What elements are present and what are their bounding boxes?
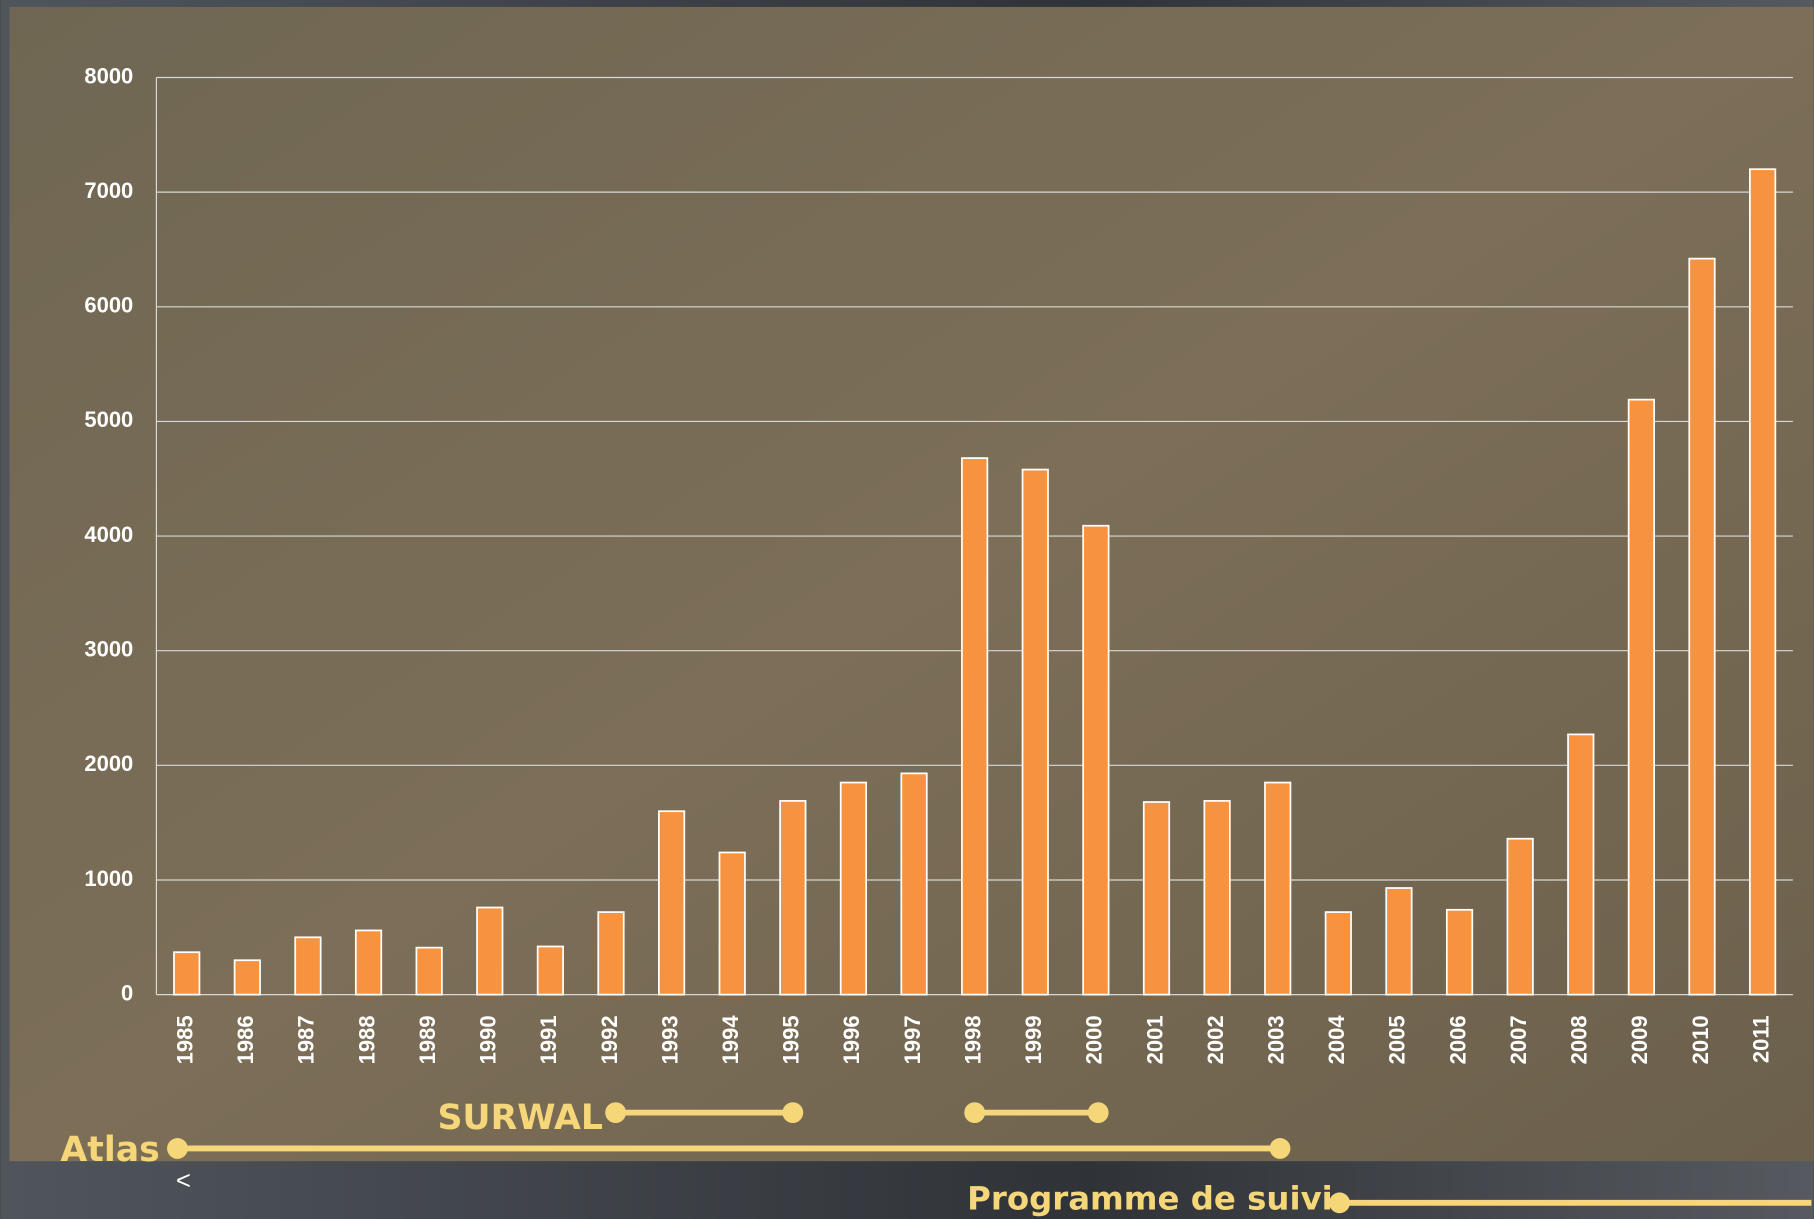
timeline-dot [1329,1192,1350,1214]
x-tick-label: 2000 [1082,1015,1107,1064]
y-tick-label: 5000 [84,407,133,432]
bar [718,851,746,996]
x-tick-label: 1994 [718,1015,743,1065]
timeline-dot [167,1138,188,1159]
y-tick-label: 4000 [84,522,133,547]
timeline-dot [964,1102,986,1124]
bar [233,959,261,996]
bar [1264,781,1292,996]
timeline-dot [1087,1102,1109,1124]
y-tick-label: 3000 [84,636,133,661]
bar [294,936,322,996]
bar [1749,168,1777,996]
bar [1567,733,1595,996]
x-tick-label: 1987 [294,1015,319,1064]
x-tick-label: 1995 [779,1015,804,1064]
bar [1688,257,1716,996]
bar [1445,908,1474,996]
x-tick-label: 1997 [900,1015,925,1064]
x-tick-label: 1998 [960,1015,985,1064]
x-tick-label: 2002 [1203,1015,1228,1064]
x-tick-label: 2009 [1627,1015,1652,1064]
x-tick-label: 1991 [536,1015,561,1064]
bar [354,929,383,996]
bar [779,800,807,996]
annotation: Programme de suivi [967,1180,1333,1218]
bar [476,906,504,996]
y-tick-label: 1000 [84,866,133,891]
x-tick-label: 2011 [1748,1015,1773,1063]
x-tick-label: 2010 [1688,1015,1713,1064]
y-tick-label: 0 [121,980,133,1005]
x-tick-label: 1993 [657,1015,682,1064]
y-tick-label: 2000 [84,751,133,776]
x-tick-label: 2007 [1506,1015,1531,1064]
annotation: SURWAL [437,1098,603,1138]
bar [173,951,201,996]
x-tick-label: 2001 [1142,1015,1167,1064]
x-tick-label: 1996 [839,1015,864,1064]
annotation: < [176,1167,191,1195]
bar [900,772,928,996]
timeline-dot [782,1102,804,1124]
y-tick-label: 6000 [84,293,133,318]
bar [1324,911,1352,996]
bar [1385,887,1413,996]
x-tick-label: 1986 [233,1015,258,1064]
x-tick-label: 1985 [173,1015,198,1064]
bar [839,781,868,996]
bar [536,945,564,996]
x-tick-label: 1999 [1021,1015,1046,1064]
bar [961,457,989,996]
x-tick-label: 1989 [415,1015,440,1064]
bar [1506,837,1534,996]
x-tick-label: 1988 [354,1015,379,1064]
annotation: Atlas [60,1130,159,1170]
y-tick-label: 8000 [84,63,133,88]
timeline-dot [1269,1138,1291,1159]
bar [1627,398,1655,996]
x-tick-label: 2003 [1264,1015,1289,1064]
x-tick-label: 1990 [476,1015,501,1064]
x-tick-label: 2005 [1385,1015,1410,1064]
bar [1142,801,1171,996]
bar [658,810,686,996]
bar [1203,800,1231,996]
x-tick-label: 1992 [597,1015,622,1064]
bar [597,911,625,996]
x-tick-label: 2004 [1324,1015,1349,1065]
x-tick-label: 2006 [1445,1015,1470,1064]
x-tick-label: 2008 [1567,1015,1592,1064]
timeline-dot [605,1102,627,1124]
bar [1021,468,1049,996]
bar [1082,524,1110,996]
y-tick-label: 7000 [84,178,133,203]
bar [415,946,443,996]
